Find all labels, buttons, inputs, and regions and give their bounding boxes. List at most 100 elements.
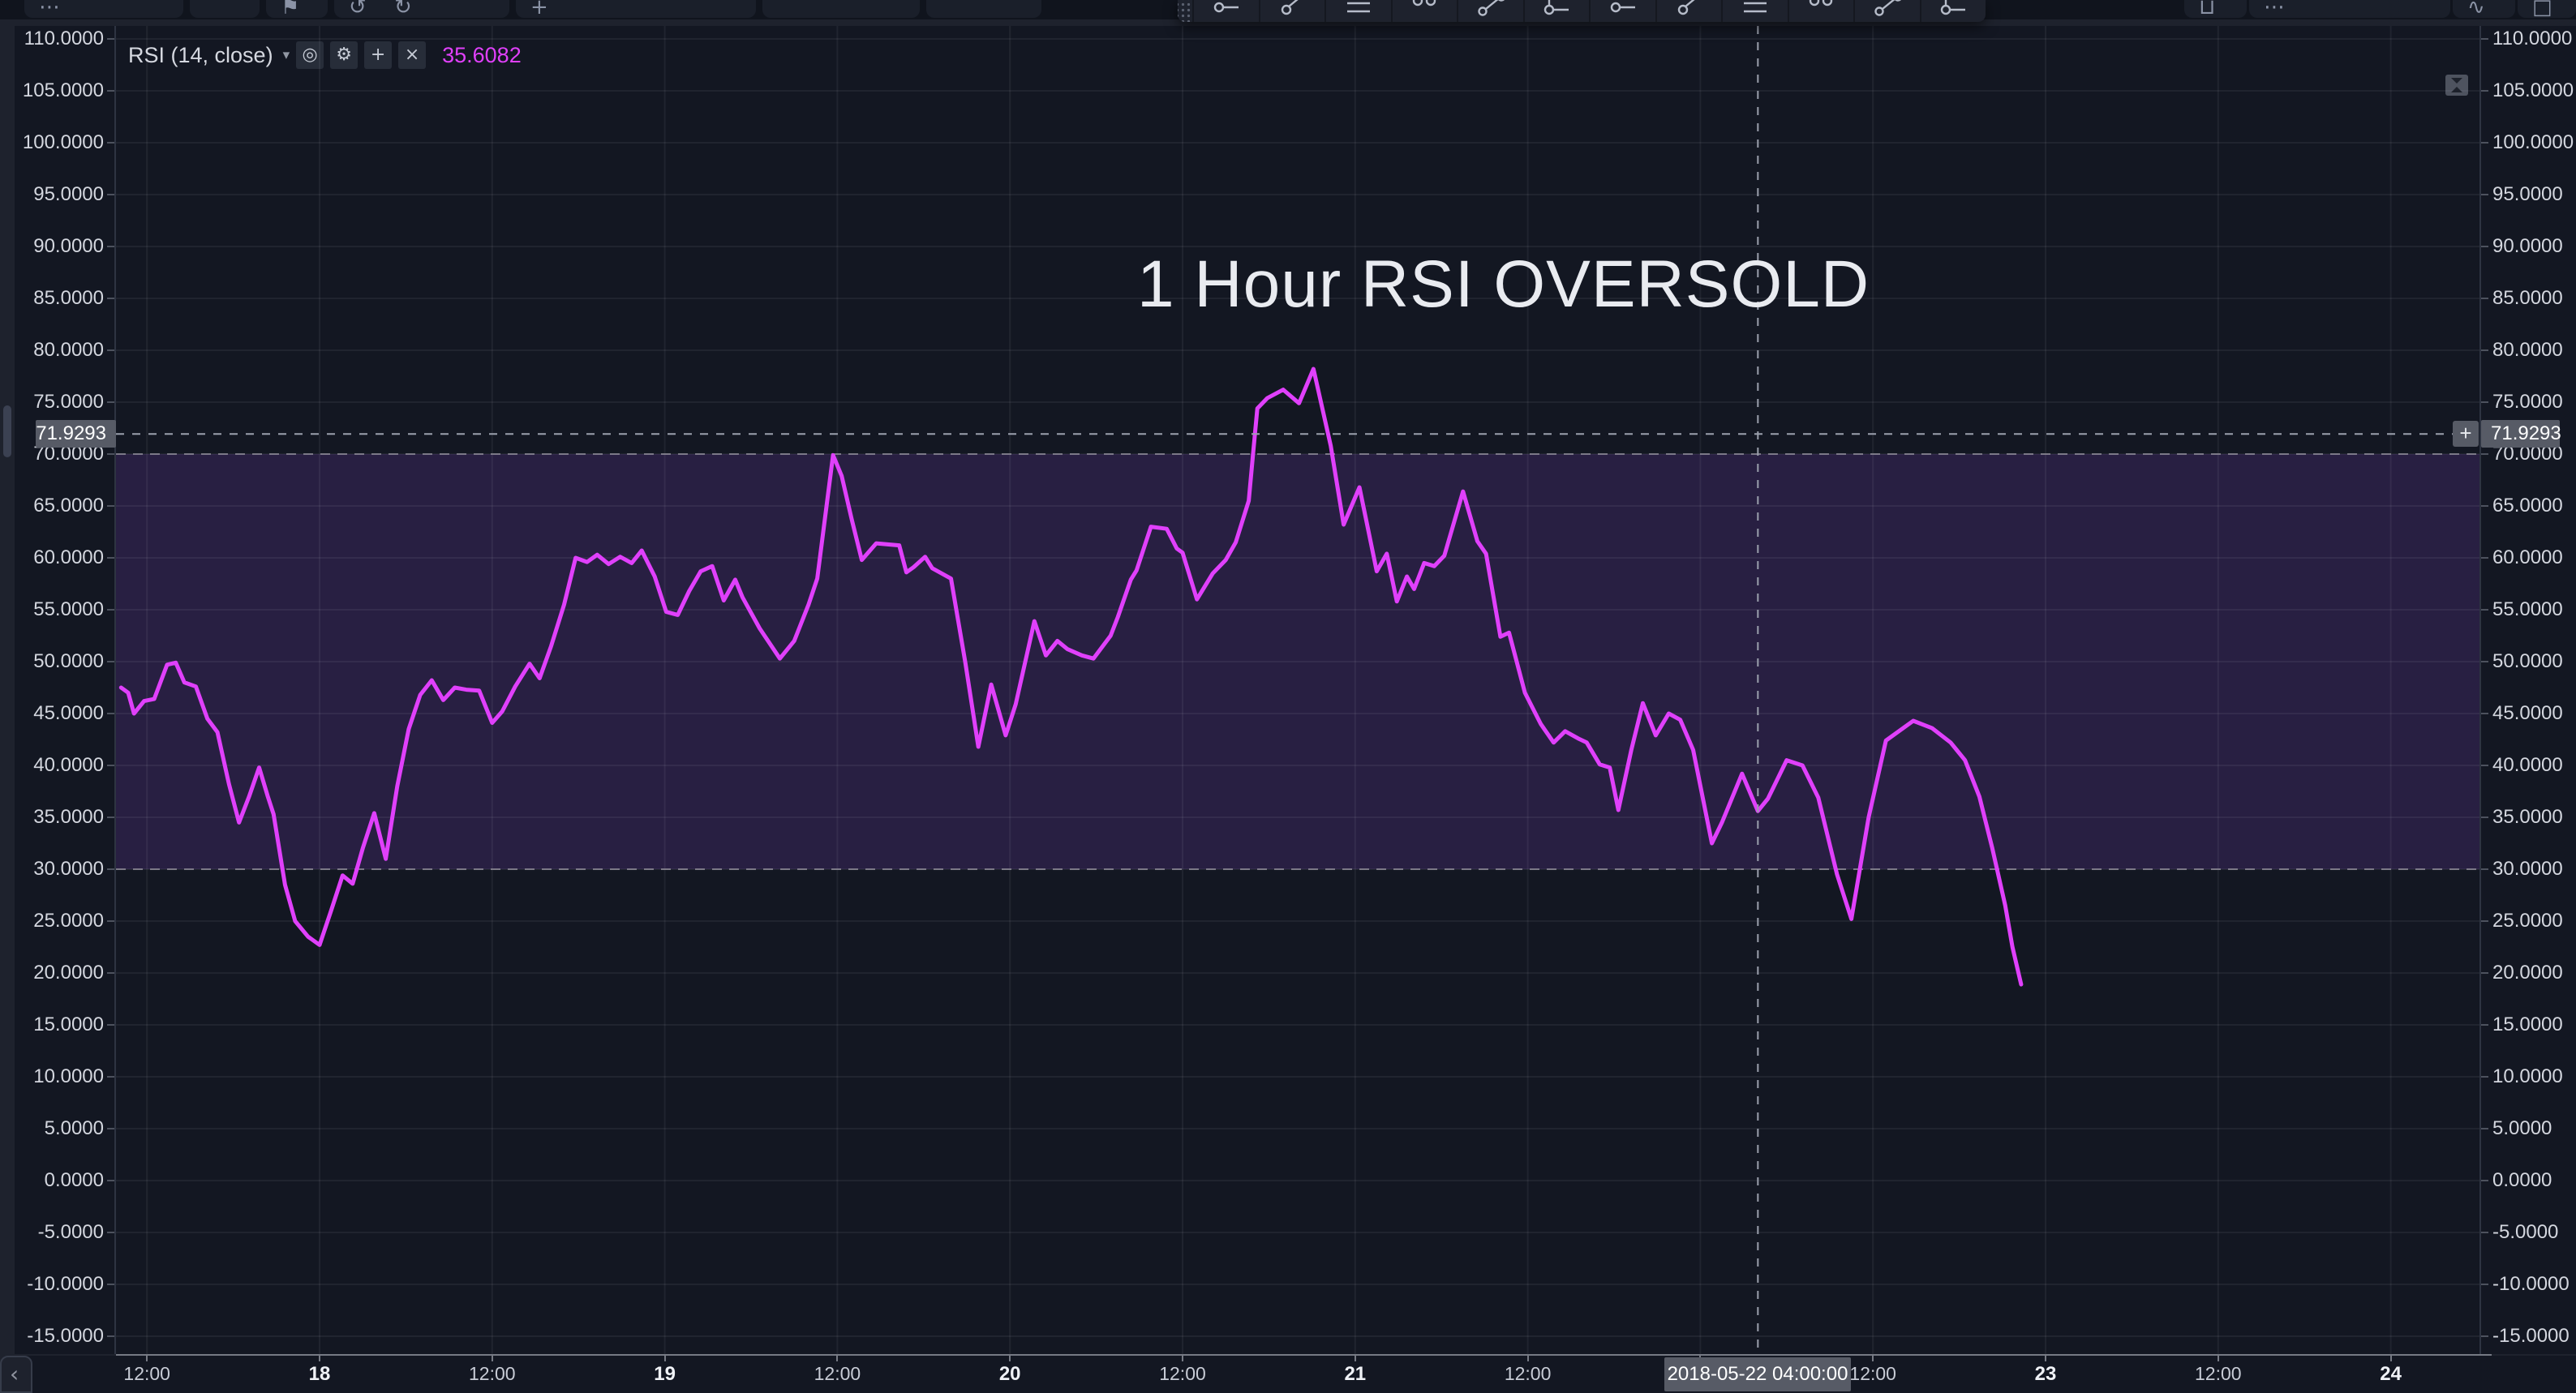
price-scale-left[interactable]: 110.0000 105.0000 100.0000 95.0000 90.0000 85… [15, 26, 116, 1354]
tool-ray-2-icon[interactable] [1787, 0, 1854, 22]
time-tick-label: 18 [308, 1363, 331, 1385]
tool-trend-angle-icon[interactable] [1919, 0, 1986, 22]
price-tick-mark [107, 349, 114, 351]
price-tick-mark [2481, 298, 2488, 299]
time-tick-label: 12:00 [1159, 1363, 1206, 1384]
price-tick-label: 5.0000 [44, 1117, 104, 1139]
price-tick-mark [2481, 453, 2488, 455]
sidebar-scroll-thumb[interactable] [3, 405, 11, 457]
toolbar-button-group-left[interactable] [762, 0, 920, 18]
tool-info-line-icon[interactable] [1324, 0, 1391, 22]
price-tick-label: 75.0000 [33, 391, 104, 413]
indicator-value: 35.6082 [442, 42, 522, 67]
tool-horizontal-line-icon[interactable] [1192, 0, 1259, 22]
price-tick-label: 50.0000 [2492, 650, 2563, 672]
price-tick-mark [107, 1284, 114, 1285]
toolbar-button-group-left[interactable]: ⚑ [266, 0, 328, 18]
time-tick-mark [1526, 1356, 1529, 1361]
rsi-line[interactable] [118, 366, 2024, 987]
crosshair-price-label-right: 71.9293 [2481, 420, 2561, 448]
tool-trend-line-icon[interactable] [1655, 0, 1722, 22]
price-tick-mark [2481, 661, 2488, 662]
price-tick-mark [107, 1180, 114, 1181]
indicator-title[interactable]: RSI (14, close) [128, 42, 273, 67]
price-tick-label: -10.0000 [27, 1273, 104, 1295]
toolbar-icon: + [530, 0, 548, 18]
time-tick-label: 12:00 [469, 1363, 516, 1384]
drawing-tools-palette[interactable] [1178, 0, 1986, 22]
price-tick-label: 0.0000 [2492, 1169, 2552, 1191]
delete-x-icon[interactable]: × [398, 41, 427, 69]
price-tick-label: 90.0000 [2492, 235, 2563, 257]
price-tick-mark [2481, 1128, 2488, 1129]
price-tick-label: 15.0000 [2492, 1014, 2563, 1035]
toolbar-button-group-right[interactable]: □ [2518, 0, 2576, 18]
toolbar-icon: □ [2532, 0, 2552, 18]
toolbar-button-group-left[interactable]: ↺ ↻ [334, 0, 509, 18]
price-tick-mark [2481, 609, 2488, 611]
collapse-left-panel-button[interactable]: ‹ [0, 1356, 32, 1393]
toolbar-icon: ↺ [349, 0, 367, 18]
price-tick-mark [107, 920, 114, 922]
indicator-legend: RSI (14, close) ▾ ◎ ⚙ + × 35.6082 [128, 39, 522, 71]
crosshair-price-label-left: 71.9293 [36, 420, 116, 448]
price-tick-mark [107, 401, 114, 403]
price-tick-label: 65.0000 [2492, 495, 2563, 516]
price-tick-label: -15.0000 [27, 1325, 104, 1347]
tool-arc-icon[interactable] [1457, 0, 1523, 22]
price-tick-mark [107, 38, 114, 40]
price-tick-mark [2481, 765, 2488, 766]
toolbar-icon: ⋯ [39, 0, 60, 18]
price-tick-label: 110.0000 [2492, 28, 2573, 49]
time-scale[interactable]: 12:001812:001912:002012:002112:002212:00… [0, 1356, 2576, 1393]
palette-drag-handle-icon[interactable] [1178, 0, 1192, 22]
tool-flat-channel-icon[interactable] [1522, 0, 1590, 22]
price-tick-mark [2481, 1076, 2488, 1078]
time-tick-label: 23 [2034, 1363, 2057, 1385]
toolbar-button-group-left[interactable] [926, 0, 1041, 18]
price-scale-right[interactable]: 110.0000 105.0000 100.0000 95.0000 90.0000 85… [2479, 26, 2576, 1354]
toolbar-button-group-right[interactable]: ⊔ [2184, 0, 2247, 18]
price-tick-mark [107, 817, 114, 818]
price-tick-label: 110.0000 [24, 28, 104, 49]
time-tick-label: 24 [2380, 1363, 2402, 1385]
add-alert-plus-icon[interactable]: + [2453, 421, 2479, 447]
toolbar-icon: ⋯ [2264, 0, 2285, 18]
price-tick-mark [2481, 1180, 2488, 1181]
price-tick-label: 60.0000 [2492, 546, 2563, 568]
toolbar-button-group-left[interactable]: + [516, 0, 756, 18]
price-tick-mark [2481, 1335, 2488, 1337]
time-tick-mark [146, 1356, 148, 1361]
collapse-pane-icon[interactable] [2445, 75, 2468, 96]
visibility-icon[interactable]: ◎ [296, 41, 324, 69]
settings-gear-icon[interactable]: ⚙ [330, 41, 358, 69]
left-sidebar-strip [0, 19, 15, 1393]
price-tick-label: 105.0000 [22, 79, 104, 101]
price-tick-label: 75.0000 [2492, 391, 2563, 413]
tool-horizontal-ray-icon[interactable] [1589, 0, 1655, 22]
time-axis-border [116, 1354, 2492, 1356]
price-tick-mark [107, 609, 114, 611]
toolbar-icon: ↻ [394, 0, 412, 18]
tool-ray-icon[interactable] [1258, 0, 1325, 22]
toolbar-button-group-right[interactable]: ⋯ [2249, 0, 2450, 18]
price-tick-mark [2481, 349, 2488, 351]
price-tick-mark [2481, 194, 2488, 195]
indicator-pane: 110.0000 105.0000 100.0000 95.0000 90.0000 85… [0, 26, 2576, 1354]
price-tick-mark [107, 453, 114, 455]
time-tick-mark [836, 1356, 839, 1361]
price-tick-label: 95.0000 [2492, 183, 2563, 205]
price-tick-label: 5.0000 [2492, 1117, 2552, 1139]
toolbar-button-group-right[interactable]: ∿ [2453, 0, 2515, 18]
tool-arc-2-icon[interactable] [1721, 0, 1788, 22]
add-icon[interactable]: + [364, 41, 393, 69]
chart-text-annotation[interactable]: 1 Hour RSI OVERSOLD [1137, 247, 1870, 321]
price-tick-label: 65.0000 [33, 495, 104, 516]
tool-parallel-channel-icon[interactable] [1390, 0, 1458, 22]
price-tick-mark [2481, 1284, 2488, 1285]
price-tick-label: 30.0000 [2492, 858, 2563, 880]
toolbar-button-group-left[interactable] [190, 0, 260, 18]
tool-extended-line-icon[interactable] [1853, 0, 1920, 22]
chevron-down-icon[interactable]: ▾ [282, 47, 290, 63]
toolbar-button-group-left[interactable]: ⋯ [24, 0, 183, 18]
